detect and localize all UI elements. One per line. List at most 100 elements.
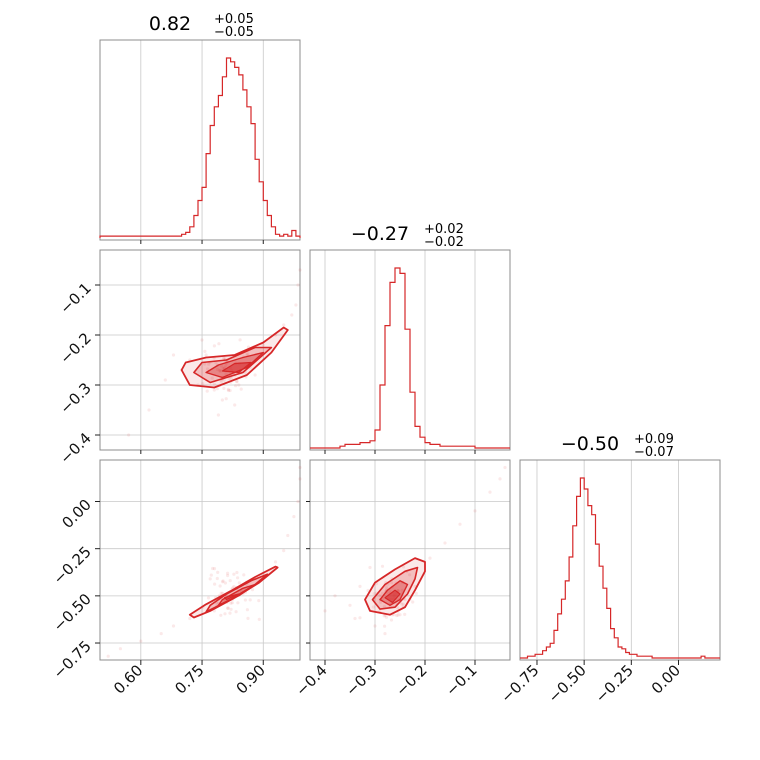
sample-point xyxy=(282,323,286,327)
y-tick-label: −0.1 xyxy=(56,279,94,317)
sample-point xyxy=(353,616,357,621)
title-upper-error: +0.09 xyxy=(634,432,674,447)
sample-point xyxy=(228,388,232,393)
sample-point xyxy=(382,605,387,609)
x-tick-label: −0.2 xyxy=(392,661,430,699)
x-tick-label: −0.3 xyxy=(342,661,380,699)
panel-2-1 xyxy=(309,459,511,661)
sample-point xyxy=(282,549,286,553)
sample-point xyxy=(378,600,382,604)
sample-point xyxy=(210,376,214,380)
y-tick-label: −0.2 xyxy=(56,329,94,367)
sample-point xyxy=(219,380,223,384)
sample-point xyxy=(248,598,252,602)
sample-point xyxy=(208,577,212,581)
sample-point xyxy=(290,313,294,317)
panel-frame xyxy=(99,39,301,241)
sample-point xyxy=(298,465,302,470)
histogram-param-2 xyxy=(520,477,720,659)
sample-point xyxy=(333,594,337,598)
sample-point xyxy=(223,612,227,616)
sample-point xyxy=(380,591,384,596)
x-tick-label: 0.90 xyxy=(233,661,269,697)
sample-point xyxy=(383,624,387,628)
sample-point xyxy=(273,560,278,564)
sample-point xyxy=(229,601,233,605)
sample-point xyxy=(232,584,236,589)
sample-point xyxy=(229,607,233,611)
sample-point xyxy=(403,598,407,602)
sample-point xyxy=(205,389,209,393)
histogram-param-1 xyxy=(310,267,510,449)
title-median: 0.82 xyxy=(149,13,191,35)
sample-point xyxy=(246,352,250,356)
sample-point xyxy=(215,387,219,391)
panel-1-1 xyxy=(309,249,511,451)
sample-point xyxy=(257,599,261,603)
y-tick-label: −0.25 xyxy=(50,543,95,588)
sample-point xyxy=(390,581,394,585)
sample-point xyxy=(296,499,300,504)
sample-point xyxy=(261,343,265,347)
panel-0-0 xyxy=(99,39,301,241)
panel-1-0 xyxy=(99,249,302,451)
sample-point xyxy=(217,342,221,346)
sample-point xyxy=(348,603,352,607)
sample-point xyxy=(217,369,221,373)
sample-point xyxy=(236,601,240,605)
sample-point xyxy=(246,616,250,621)
sample-point xyxy=(212,382,216,386)
sample-point xyxy=(139,639,143,643)
sample-point xyxy=(396,613,400,617)
title-median: −0.50 xyxy=(561,433,619,455)
sample-point xyxy=(235,380,239,384)
y-tick-label: −0.50 xyxy=(50,590,95,635)
sample-point xyxy=(235,570,239,575)
sample-point xyxy=(171,353,176,357)
sample-point xyxy=(229,376,233,380)
sample-point xyxy=(218,584,222,588)
contour-core xyxy=(223,593,240,601)
sample-point xyxy=(296,283,300,287)
panel-2-0 xyxy=(99,459,302,661)
sample-point xyxy=(204,353,208,357)
title-median: −0.27 xyxy=(351,223,409,245)
sample-point xyxy=(159,632,163,636)
sample-point xyxy=(226,388,231,393)
sample-point xyxy=(235,379,239,383)
sample-point xyxy=(389,618,394,622)
sample-point xyxy=(171,624,176,628)
contour-mid xyxy=(371,566,419,610)
sample-point xyxy=(206,596,211,600)
y-tick-label: −0.3 xyxy=(56,379,94,417)
sample-point xyxy=(224,372,228,376)
title-lower-error: −0.07 xyxy=(634,445,674,460)
sample-point xyxy=(236,576,240,580)
sample-point xyxy=(257,617,261,622)
sample-point xyxy=(220,398,224,402)
contour-outer xyxy=(364,557,426,616)
sample-point xyxy=(211,566,215,571)
sample-point xyxy=(203,362,207,366)
x-tick-label: −0.4 xyxy=(292,661,330,699)
sample-point xyxy=(206,367,210,371)
sample-point xyxy=(250,588,255,592)
sample-point xyxy=(228,579,232,583)
sample-point xyxy=(220,364,224,368)
sample-point xyxy=(234,610,238,614)
sample-point xyxy=(232,572,236,576)
sample-point xyxy=(371,605,375,609)
sample-point xyxy=(234,384,238,388)
sample-point xyxy=(226,387,230,391)
sample-point xyxy=(221,579,225,583)
x-tick-label: 0.00 xyxy=(648,661,684,697)
sample-point xyxy=(127,433,131,437)
panel-title-2: −0.50 +0.09−0.07 xyxy=(561,432,674,460)
panel-title-0: 0.82 +0.05−0.05 xyxy=(149,12,254,40)
sample-point xyxy=(400,602,404,606)
sample-point xyxy=(222,356,226,360)
x-tick-label: −0.50 xyxy=(545,661,590,706)
sample-point xyxy=(292,515,296,519)
y-tick-label: −0.4 xyxy=(56,429,94,467)
